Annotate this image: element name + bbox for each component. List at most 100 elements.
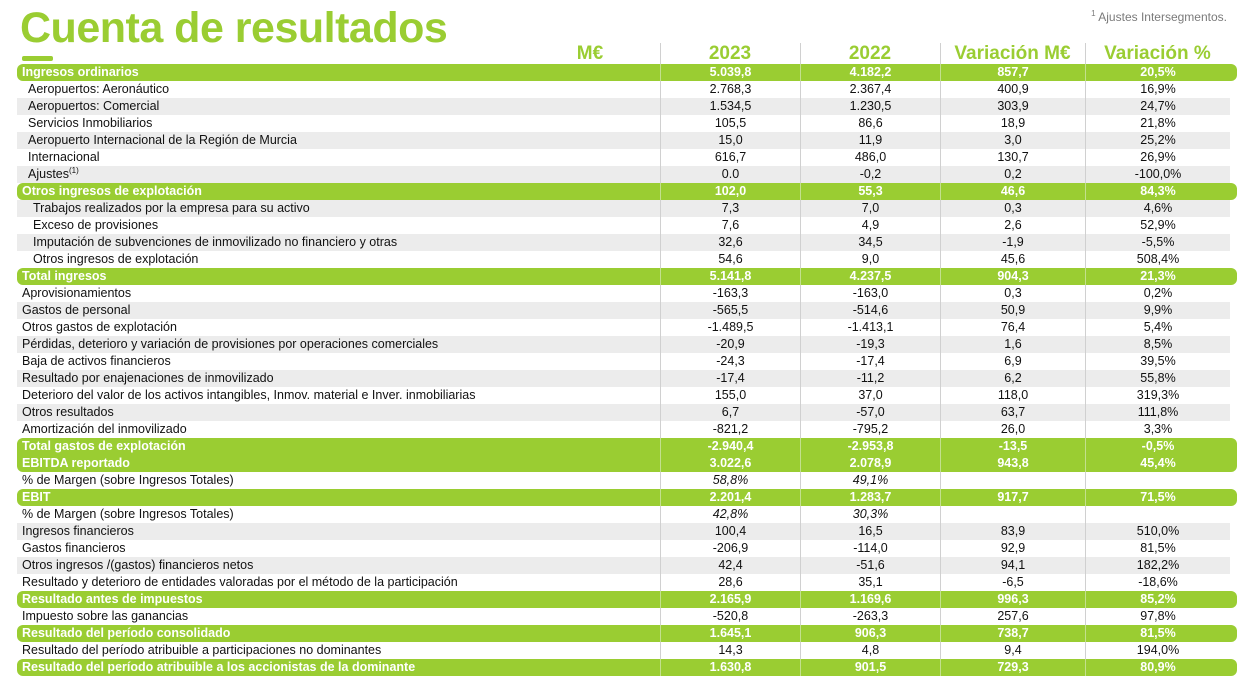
table-row-total: Ingresos ordinarios 5.039,8 4.182,2 857,7 20… <box>17 64 1237 81</box>
row-label: Resultado del período consolidado <box>22 625 230 642</box>
row-label: Ajustes(1) <box>28 166 79 183</box>
footnote-text: Ajustes Intersegmentos. <box>1098 10 1227 24</box>
row-label-text: EBITDA reportado <box>22 456 130 470</box>
value-2023: 5.039,8 <box>660 64 800 81</box>
row-label: EBITDA reportado <box>22 455 130 472</box>
table-row-total: Resultado del período consolidado 1.645,1… <box>17 625 1237 642</box>
variation-meur: 3,0 <box>940 132 1085 149</box>
table-row: Aeropuertos: Comercial 1.534,5 1.230,5 303,… <box>17 98 1237 115</box>
row-label-text: Resultado por enajenaciones de inmoviliz… <box>22 371 274 385</box>
footnote-mark: 1 <box>1091 9 1096 18</box>
row-label: Baja de activos financieros <box>22 353 171 370</box>
value-2022: -795,2 <box>800 421 940 438</box>
variation-meur: 83,9 <box>940 523 1085 540</box>
value-2022: 4.182,2 <box>800 64 940 81</box>
value-2023: 155,0 <box>660 387 800 404</box>
row-label-text: Resultado antes de impuestos <box>22 592 203 606</box>
variation-pct: 510,0% <box>1085 523 1230 540</box>
variation-pct: 45,4% <box>1085 455 1230 472</box>
row-label-text: Ingresos financieros <box>22 524 134 538</box>
table-row: Ingresos financieros 100,4 16,5 83,9 510,0% <box>17 523 1237 540</box>
variation-pct: 9,9% <box>1085 302 1230 319</box>
row-label-text: Trabajos realizados por la empresa para … <box>33 201 310 215</box>
row-label-text: Otros gastos de explotación <box>22 320 177 334</box>
table-row: Aprovisionamientos -163,3 -163,0 0,3 0,2% <box>17 285 1237 302</box>
row-label-text: EBIT <box>22 490 51 504</box>
row-label-text: Ajustes <box>28 167 69 181</box>
value-2022: 86,6 <box>800 115 940 132</box>
row-label: % de Margen (sobre Ingresos Totales) <box>22 472 234 489</box>
variation-pct <box>1085 506 1230 523</box>
row-label: Otros resultados <box>22 404 114 421</box>
row-label: Resultado por enajenaciones de inmoviliz… <box>22 370 274 387</box>
variation-pct: 182,2% <box>1085 557 1230 574</box>
variation-pct: 71,5% <box>1085 489 1230 506</box>
value-2022: -17,4 <box>800 353 940 370</box>
variation-pct: 20,5% <box>1085 64 1230 81</box>
table-row-total: Total ingresos 5.141,8 4.237,5 904,3 21,3% <box>17 268 1237 285</box>
row-label: EBIT <box>22 489 50 506</box>
value-2023: 1.645,1 <box>660 625 800 642</box>
row-label: Resultado antes de impuestos <box>22 591 203 608</box>
column-divider <box>1085 43 1086 64</box>
row-label-text: Ingresos ordinarios <box>22 65 139 79</box>
variation-pct <box>1085 472 1230 489</box>
variation-pct: -5,5% <box>1085 234 1230 251</box>
value-2022: 16,5 <box>800 523 940 540</box>
row-label: % de Margen (sobre Ingresos Totales) <box>22 506 234 523</box>
variation-pct: 55,8% <box>1085 370 1230 387</box>
value-2022: 906,3 <box>800 625 940 642</box>
table-row: Exceso de provisiones 7,6 4,9 2,6 52,9% <box>17 217 1237 234</box>
row-label: Amortización del inmovilizado <box>22 421 187 438</box>
variation-meur: 400,9 <box>940 81 1085 98</box>
variation-pct: -100,0% <box>1085 166 1230 183</box>
table-row: Aeropuerto Internacional de la Región de… <box>17 132 1237 149</box>
table-row: Aeropuertos: Aeronáutico 2.768,3 2.367,4 40… <box>17 81 1237 98</box>
variation-meur: 76,4 <box>940 319 1085 336</box>
row-label-text: Aeropuertos: Aeronáutico <box>28 82 170 96</box>
table-row-total: Resultado del período atribuible a los a… <box>17 659 1237 676</box>
table-row: Resultado y deterioro de entidades valor… <box>17 574 1237 591</box>
variation-meur: 943,8 <box>940 455 1085 472</box>
table-row: Imputación de subvenciones de inmoviliza… <box>17 234 1237 251</box>
row-label: Aeropuertos: Aeronáutico <box>28 81 169 98</box>
page-title: Cuenta de resultados <box>20 4 448 52</box>
variation-pct: 26,9% <box>1085 149 1230 166</box>
value-2022: 1.169,6 <box>800 591 940 608</box>
variation-meur: 26,0 <box>940 421 1085 438</box>
row-label-text: Baja de activos financieros <box>22 354 171 368</box>
table-row: Amortización del inmovilizado -821,2 -795,… <box>17 421 1237 438</box>
variation-pct: 85,2% <box>1085 591 1230 608</box>
row-label: Gastos financieros <box>22 540 126 557</box>
variation-meur: 118,0 <box>940 387 1085 404</box>
variation-pct: 4,6% <box>1085 200 1230 217</box>
table-row: Gastos financieros -206,9 -114,0 92,9 81,5% <box>17 540 1237 557</box>
value-2023: 54,6 <box>660 251 800 268</box>
value-2023: 1.534,5 <box>660 98 800 115</box>
value-2022: 9,0 <box>800 251 940 268</box>
table-row: Baja de activos financieros -24,3 -17,4 6,9… <box>17 353 1237 370</box>
footnote-reference: (1) <box>69 165 79 175</box>
value-2022: -0,2 <box>800 166 940 183</box>
row-label-text: % de Margen (sobre Ingresos Totales) <box>22 507 234 521</box>
row-label-text: Imputación de subvenciones de inmoviliza… <box>33 235 398 249</box>
value-2022: 4.237,5 <box>800 268 940 285</box>
variation-pct: 319,3% <box>1085 387 1230 404</box>
table-row: Servicios Inmobiliarios 105,5 86,6 18,9 21,8… <box>17 115 1237 132</box>
value-2023: 105,5 <box>660 115 800 132</box>
value-2023: -163,3 <box>660 285 800 302</box>
column-divider <box>800 43 801 64</box>
row-label-text: % de Margen (sobre Ingresos Totales) <box>22 473 234 487</box>
value-2022: 2.367,4 <box>800 81 940 98</box>
value-2022: 30,3% <box>800 506 940 523</box>
variation-pct: 80,9% <box>1085 659 1230 676</box>
row-label: Total gastos de explotación <box>22 438 186 455</box>
row-label-text: Gastos financieros <box>22 541 126 555</box>
value-2022: 7,0 <box>800 200 940 217</box>
row-label-text: Aeropuertos: Comercial <box>28 99 160 113</box>
variation-pct: 84,3% <box>1085 183 1230 200</box>
row-label-text: Pérdidas, deterioro y variación de provi… <box>22 337 439 351</box>
row-label-text: Resultado del período atribuible a parti… <box>22 643 382 657</box>
value-2023: 2.201,4 <box>660 489 800 506</box>
